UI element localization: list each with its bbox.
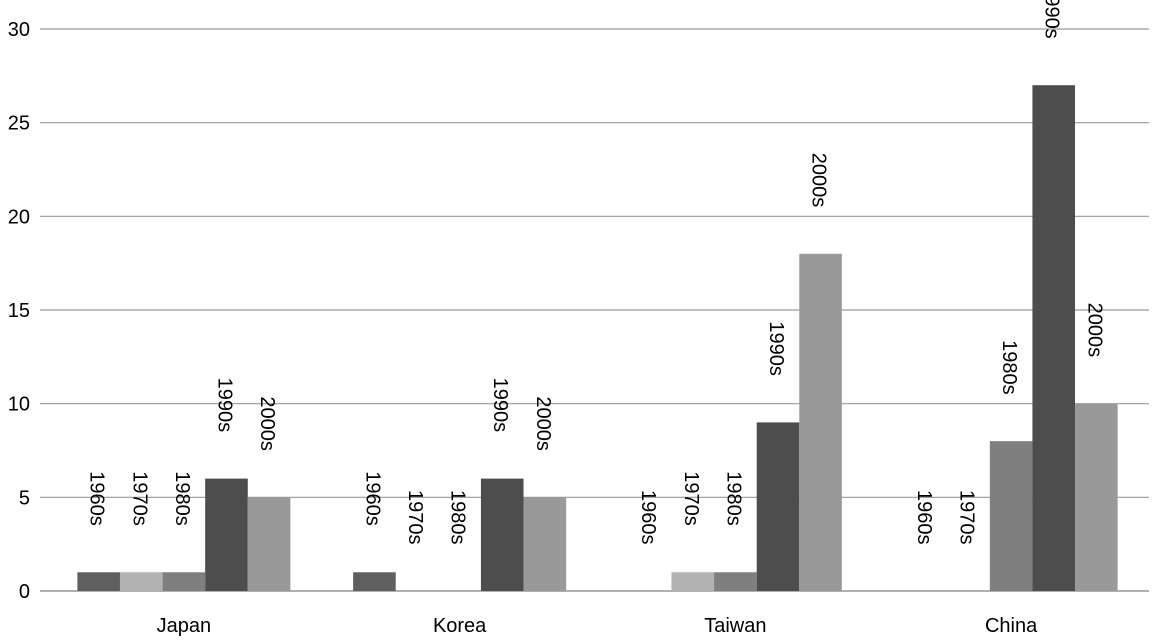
bar-korea-1990s	[480, 478, 524, 591]
x-category-label: Korea	[433, 615, 487, 637]
x-axis-categories: Japan Korea Taiwan China	[157, 615, 1039, 637]
bar-china-2000s	[1075, 403, 1118, 591]
bar-taiwan-2000s	[799, 253, 842, 592]
data-label: 1980s	[447, 490, 469, 545]
x-category-label: Japan	[157, 615, 212, 637]
data-label: 1970s	[956, 490, 978, 545]
data-label: 1990s	[1041, 0, 1063, 39]
data-label: 1970s	[128, 471, 150, 526]
y-tick-label: 0	[19, 581, 30, 603]
data-label: 2000s	[532, 396, 554, 451]
bar-korea-2000s	[523, 497, 567, 591]
data-labels: 1960s 1970s 1980s 1990s 2000s 1960s 1970s 1980s…	[86, 0, 1106, 545]
y-tick-label: 5	[19, 487, 30, 509]
bar-taiwan-1970s	[671, 572, 715, 591]
y-tick-label: 10	[8, 394, 30, 416]
data-label: 2000s	[256, 396, 278, 451]
data-label: 1990s	[213, 378, 235, 433]
bar-taiwan-1990s	[756, 422, 800, 591]
data-label: 1960s	[361, 471, 383, 526]
y-tick-label: 20	[8, 206, 30, 228]
bar-korea-1960s	[353, 572, 396, 591]
data-label: 1980s	[722, 471, 744, 526]
bar-japan-1970s	[119, 572, 163, 591]
bar-japan-1960s	[77, 572, 120, 591]
bar-japan-1980s	[162, 572, 206, 591]
bar-japan-2000s	[247, 497, 291, 591]
bar-taiwan-1980s	[714, 572, 757, 591]
data-label: 2000s	[1083, 303, 1105, 358]
data-label: 1990s	[489, 378, 511, 432]
data-label: 1980s	[171, 471, 193, 526]
bars	[77, 85, 1118, 592]
data-label: 1960s	[913, 490, 935, 545]
bar-china-1980s	[989, 441, 1033, 591]
y-tick-label: 25	[8, 113, 30, 135]
data-label: 1970s	[680, 471, 702, 526]
data-label: 2000s	[808, 153, 830, 208]
y-tick-label: 30	[8, 19, 30, 41]
data-label: 1990s	[765, 321, 787, 376]
data-label: 1970s	[404, 490, 426, 545]
bar-japan-1990s	[205, 478, 248, 591]
data-label: 1960s	[637, 490, 659, 545]
bar-china-1990s	[1032, 85, 1076, 591]
y-tick-label: 15	[8, 300, 30, 322]
x-category-label: Taiwan	[704, 615, 766, 637]
x-category-label: China	[985, 615, 1038, 637]
data-label: 1980s	[998, 340, 1020, 395]
data-label: 1960s	[86, 471, 108, 526]
y-axis-ticks: 0 5 10 15 20 25 30	[8, 19, 30, 603]
